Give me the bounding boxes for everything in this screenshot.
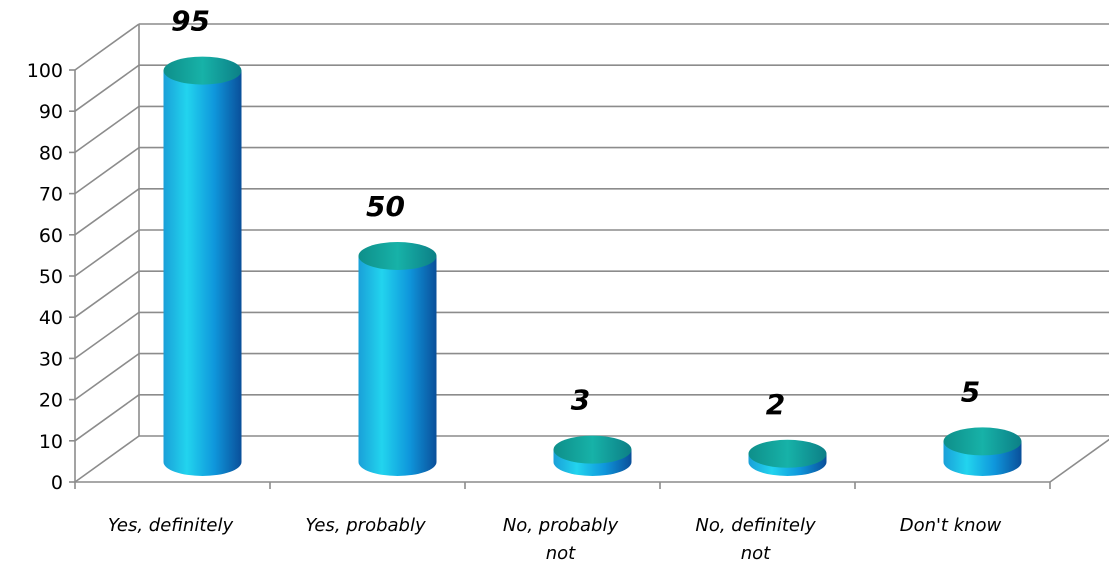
bar — [358, 242, 437, 476]
x-tick-label: No, definitely — [695, 515, 816, 536]
bar — [163, 56, 242, 476]
floor-right-edge — [1049, 438, 1109, 483]
bar — [748, 439, 827, 476]
y-tick-label: 30 — [39, 348, 63, 370]
y-tick-label: 10 — [39, 431, 63, 453]
bar — [553, 435, 632, 476]
gridline-diagonal — [74, 270, 140, 318]
x-tick-label: Yes, probably — [305, 515, 426, 536]
bar-top — [163, 56, 242, 85]
x-tick-label: not — [741, 543, 771, 564]
gridline-diagonal — [74, 394, 140, 442]
y-tick-label: 40 — [39, 307, 63, 329]
x-tick-label: Yes, definitely — [108, 515, 234, 536]
gridline-diagonal — [74, 352, 140, 401]
bar — [943, 427, 1022, 476]
y-tick-label: 80 — [39, 142, 63, 164]
x-tick-label: not — [546, 543, 576, 564]
gridline-diagonal — [74, 105, 140, 154]
gridline-diagonal — [74, 435, 140, 483]
labels: 0 10 20 30 40 50 60 70 80 90 100 95 Yes, definitely 5… — [27, 5, 1002, 564]
data-label: 95 — [171, 5, 210, 38]
x-tick-label: No, probably — [503, 515, 619, 536]
bars — [163, 56, 1022, 476]
bar-top — [358, 242, 437, 270]
gridline-diagonal — [74, 146, 140, 195]
y-tick-label: 0 — [51, 472, 63, 494]
y-tick-label: 90 — [39, 101, 63, 123]
gridline-diagonal — [74, 229, 140, 277]
bar-body — [358, 256, 437, 476]
bar-top — [748, 439, 827, 468]
y-tick-label: 100 — [27, 60, 63, 82]
gridline-diagonal — [74, 23, 140, 71]
data-label: 5 — [961, 375, 980, 408]
bar-body — [163, 70, 242, 476]
data-label: 50 — [366, 190, 405, 223]
gridline-diagonal — [74, 64, 140, 112]
x-tick-label: Don't know — [900, 515, 1002, 536]
axes — [69, 24, 1109, 489]
gridline-diagonal — [74, 188, 140, 236]
bar-top — [943, 427, 1022, 456]
y-tick-label: 20 — [39, 390, 63, 412]
y-tick-label: 70 — [39, 184, 63, 206]
gridlines — [74, 23, 1109, 483]
y-tick-label: 50 — [39, 266, 63, 288]
data-label: 2 — [766, 388, 785, 421]
bar-top — [553, 435, 632, 464]
y-tick-label: 60 — [39, 225, 63, 247]
data-label: 3 — [571, 384, 590, 417]
gridline-diagonal — [74, 311, 140, 360]
